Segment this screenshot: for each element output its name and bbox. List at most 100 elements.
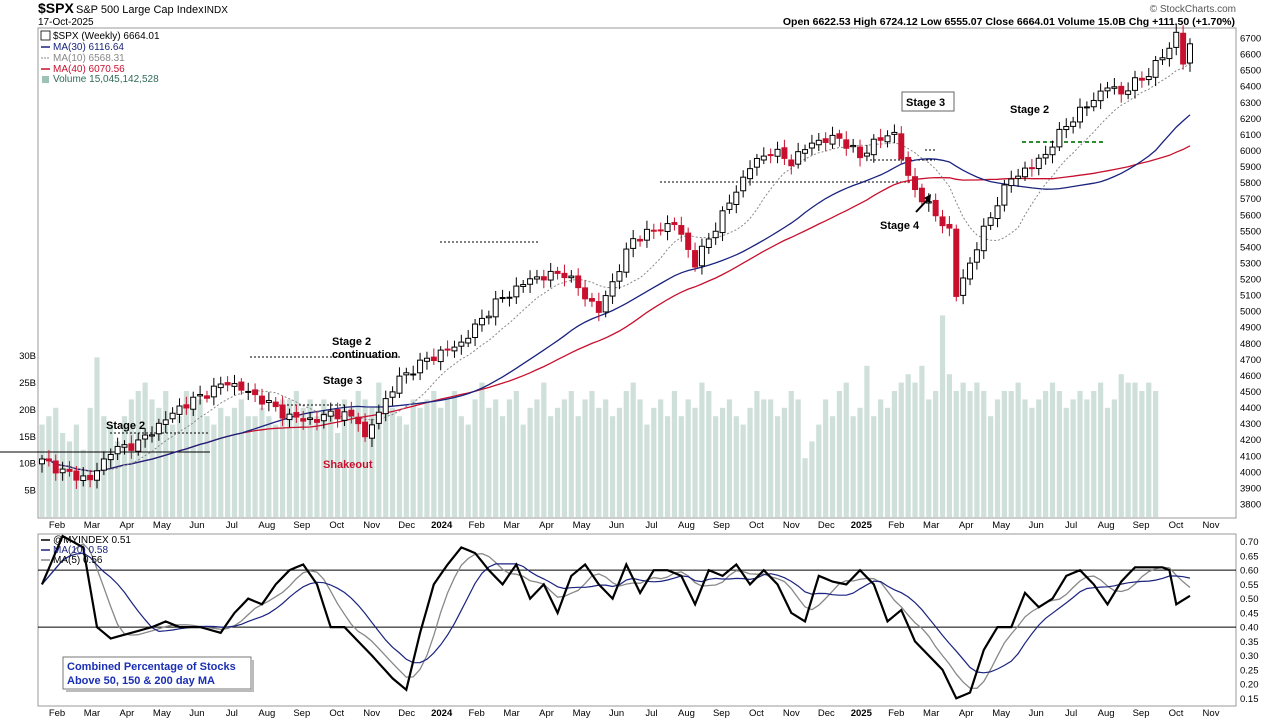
volume-bar [328, 416, 334, 517]
volume-bar [1111, 399, 1117, 517]
volume-bar [451, 391, 458, 517]
volume-bar [988, 416, 994, 517]
candle-body [403, 372, 410, 376]
candle-body [100, 458, 107, 471]
volume-bar [554, 407, 561, 517]
volume-bar [967, 391, 973, 517]
price-tick-label: 5800 [1240, 178, 1261, 189]
volume-bar [1132, 382, 1138, 517]
candle-body [1022, 167, 1029, 178]
volume-bar [1084, 399, 1090, 517]
volume-bar [211, 424, 217, 517]
x-tick-label: Mar [503, 520, 519, 531]
volume-bar [121, 416, 128, 517]
candle-body [506, 296, 513, 299]
volume-bar [321, 399, 327, 517]
candle-body [891, 131, 898, 135]
candle-body [685, 232, 692, 250]
volume-bar [1070, 399, 1076, 517]
volume-bar [733, 416, 739, 517]
candle-body [643, 228, 650, 241]
volume-bar [589, 391, 595, 517]
volume-bar [183, 391, 189, 517]
volume-bar [46, 416, 52, 517]
candle-body [616, 271, 623, 282]
x-tick-label-lower: Jun [609, 708, 624, 719]
candle-body [389, 391, 396, 398]
volume-bar [300, 407, 306, 517]
volume-bar [802, 458, 808, 517]
legend-myindex-ma5: MA(5) 0.56 [53, 555, 103, 566]
volume-bar [644, 424, 650, 517]
price-axis: 3800 3900 4000 4100 4200 4300 4400 4500 4600 4700… [1240, 34, 1261, 511]
candle-body [520, 284, 527, 287]
candle-body [348, 409, 355, 417]
candle-body [533, 276, 540, 280]
candle-body [1070, 121, 1077, 127]
candle-body [513, 285, 520, 298]
volume-bar [149, 399, 155, 517]
volume-bar [719, 407, 726, 517]
candle-body [788, 159, 795, 167]
candle-body [967, 262, 974, 280]
candle-body [795, 151, 802, 165]
candle-body [664, 223, 671, 232]
x-tick-label-lower: Jun [189, 708, 204, 719]
brand-label[interactable]: © StockCharts.com [1150, 4, 1236, 15]
candle-body [478, 317, 485, 326]
x-tick-label: Nov [363, 520, 380, 531]
volume-bar [781, 407, 788, 517]
volume-bar [1125, 382, 1131, 517]
candle-body [905, 156, 912, 176]
volume-bar [458, 416, 464, 517]
volume-bar [1077, 391, 1083, 517]
myindex-path [40, 534, 1191, 700]
volume-bar [334, 433, 341, 517]
candle-body [1145, 76, 1152, 81]
volume-bar [238, 399, 244, 517]
annotation-shakeout: Shakeout [323, 459, 373, 471]
candle-body [760, 155, 767, 161]
candle-body [712, 230, 719, 239]
volume-bar [926, 399, 932, 517]
candle-body [1042, 153, 1049, 159]
volume-bar [1098, 382, 1104, 517]
volume-bar [1001, 391, 1007, 517]
candle-body [465, 337, 472, 344]
volume-bar [706, 391, 712, 517]
candle-body [341, 411, 348, 421]
volume-bar [1049, 382, 1056, 517]
x-tick-label: 2025 [851, 520, 873, 531]
candle-body [527, 278, 534, 285]
volume-bar [878, 399, 884, 517]
price-tick-label: 5200 [1240, 275, 1261, 286]
x-tick-label: Feb [468, 520, 484, 531]
price-tick-label: 4300 [1240, 419, 1261, 430]
volume-bar [1036, 399, 1042, 517]
candle-body [554, 270, 561, 274]
candle-body [444, 348, 451, 351]
candle-body [382, 398, 389, 415]
candle-body [836, 133, 843, 139]
candle-body [286, 413, 293, 421]
ma30-line [41, 114, 1191, 472]
candle-body [1090, 99, 1097, 108]
candle-body [1063, 125, 1070, 131]
candle-body [932, 199, 939, 217]
candle-body [210, 385, 217, 398]
price-tick-label: 5700 [1240, 194, 1261, 205]
candle-body [307, 417, 314, 420]
price-tick-label: 4600 [1240, 371, 1261, 382]
volume-bar [1015, 382, 1021, 517]
price-tick-label: 6000 [1240, 146, 1261, 157]
volume-bar [94, 357, 100, 517]
candle-body [561, 272, 568, 279]
candle-body [355, 416, 362, 425]
candle-body [705, 238, 712, 249]
volume-bar [486, 407, 492, 517]
volume-bar [341, 399, 348, 517]
indicator-tick-label: 0.55 [1240, 580, 1259, 591]
price-tick-label: 4200 [1240, 435, 1261, 446]
x-tick-label: 2024 [431, 520, 453, 531]
volume-bar [912, 382, 918, 517]
